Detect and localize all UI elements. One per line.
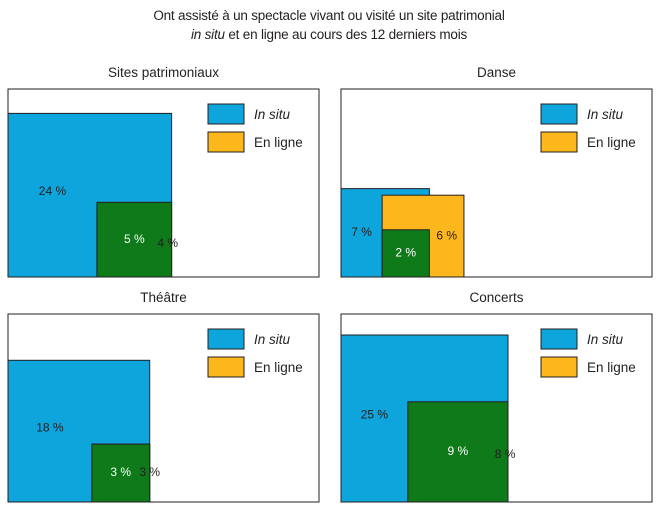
data-label-in-situ: 18 % [36,420,64,434]
legend-label-in-situ: In situ [587,107,624,122]
panel-danse: Danse 7 % 2 % 6 % In situ En ligne [340,65,653,278]
panel-concerts: Concerts 25 % 9 % 8 % In situ En ligne [340,290,653,503]
chart-title-italic: in situ [190,27,225,42]
bar-overlap [96,201,173,278]
data-label-in-situ: 24 % [39,184,67,198]
legend-swatch-in-situ [540,328,578,350]
data-label-in-situ: 25 % [361,407,389,421]
legend-swatch-in-situ [207,103,245,125]
legend-label-in-situ: In situ [587,332,624,347]
panel-title: Sites patrimoniaux [108,65,219,80]
bar-overlap [407,401,509,503]
panel-title: Danse [477,65,516,80]
legend-label-en-ligne: En ligne [254,135,303,150]
data-label-overlap: 2 % [395,246,416,260]
legend: In situ En ligne [540,328,636,378]
legend-swatch-en-ligne [540,356,578,378]
legend-label-en-ligne: En ligne [587,135,636,150]
chart-title-line-2: in situ et en ligne au cours des 12 dern… [0,27,658,42]
legend: In situ En ligne [540,103,636,153]
panel-frame [7,313,320,503]
legend-swatch-en-ligne [207,131,245,153]
data-label-en-ligne: 3 % [139,465,160,479]
legend-label-en-ligne: En ligne [254,360,303,375]
data-label-en-ligne: 4 % [157,236,178,250]
panel-theatre: Théâtre 18 % 3 % 3 % In situ En ligne [7,290,320,503]
data-label-overlap: 5 % [124,232,145,246]
panel-frame [7,88,320,278]
legend: In situ En ligne [207,103,303,153]
data-label-overlap: 3 % [110,465,131,479]
panel-sites-patrimoniaux: Sites patrimoniaux 24 % 5 % 4 % In situ En li… [7,65,320,278]
data-label-en-ligne: 6 % [436,228,457,242]
legend-swatch-en-ligne [207,356,245,378]
legend-label-en-ligne: En ligne [587,360,636,375]
bar-overlap [381,229,430,278]
legend: In situ En ligne [207,328,303,378]
data-label-en-ligne: 8 % [495,447,516,461]
legend-label-in-situ: In situ [254,332,291,347]
data-label-in-situ: 7 % [351,225,372,239]
panel-title: Concerts [469,290,523,305]
legend-swatch-in-situ [207,328,245,350]
panel-frame [340,313,653,503]
panel-title: Théâtre [140,290,187,305]
legend-swatch-in-situ [540,103,578,125]
legend-swatch-en-ligne [540,131,578,153]
data-label-overlap: 9 % [448,444,469,458]
panel-frame [340,88,653,278]
bar-overlap [91,443,151,503]
chart-title-rest: et en ligne au cours des 12 derniers moi… [224,27,468,42]
legend-label-in-situ: In situ [254,107,291,122]
chart-title-line-1: Ont assisté à un spectacle vivant ou vis… [153,8,505,23]
